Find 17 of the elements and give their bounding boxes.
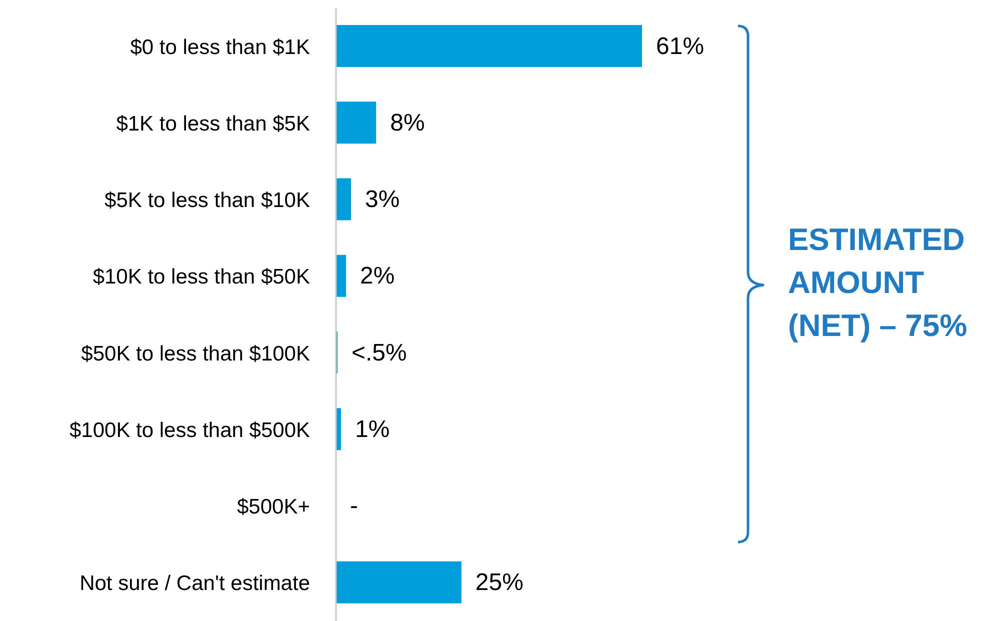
data-label: 8% [390, 109, 425, 136]
y-tick-label: $0 to less than $1K [130, 36, 310, 59]
data-label: - [350, 492, 358, 520]
data-label: 25% [475, 569, 524, 596]
data-label: 1% [355, 416, 390, 443]
data-label: <.5% [352, 339, 407, 366]
y-tick-label: $1K to less than $5K [116, 112, 310, 136]
y-tick-label: $5K to less than $10K [104, 189, 310, 212]
y-tick-label: $500K+ [237, 496, 310, 519]
y-tick-label: Not sure / Can't estimate [80, 572, 310, 596]
data-label: 3% [365, 186, 400, 214]
data-label: 61% [656, 32, 704, 60]
y-tick-label: $50K to less than $100K [81, 342, 310, 366]
text: ESTIMATED AMOUNT (NET) – 75% [788, 221, 968, 345]
y-tick-label: $100K to less than $500K [69, 418, 310, 442]
y-tick-label: $10K to less than $50K [92, 266, 310, 289]
data-label: 2% [360, 262, 395, 290]
